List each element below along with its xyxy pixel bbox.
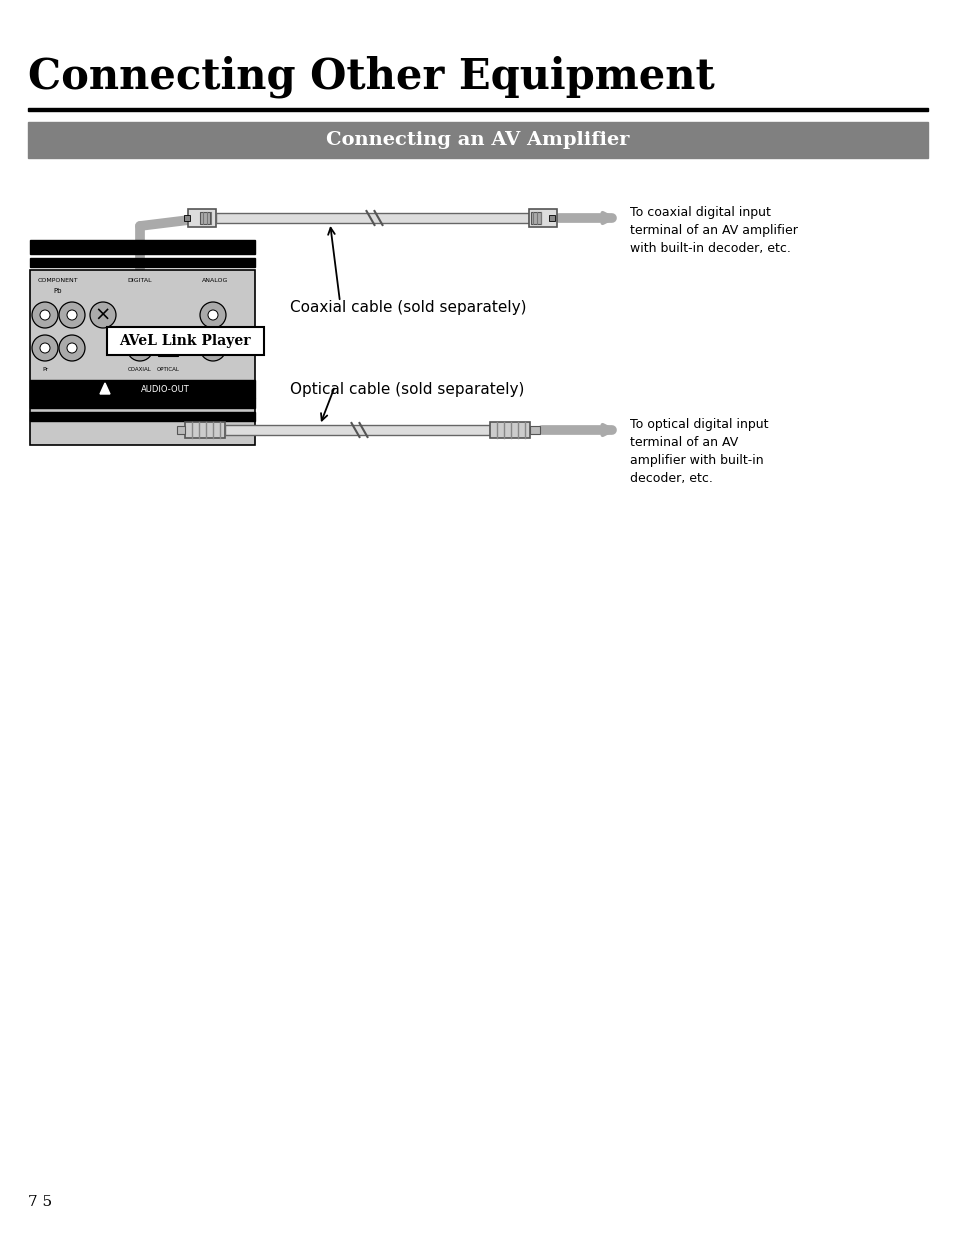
Bar <box>548 215 555 221</box>
FancyBboxPatch shape <box>107 327 264 354</box>
Polygon shape <box>100 383 110 394</box>
Circle shape <box>67 310 77 320</box>
Bar <box>530 426 539 433</box>
Text: Connecting an AV Amplifier: Connecting an AV Amplifier <box>326 131 629 149</box>
Bar <box>200 212 210 224</box>
Bar <box>28 107 927 111</box>
Circle shape <box>40 310 50 320</box>
Circle shape <box>135 343 145 353</box>
Bar <box>177 426 185 433</box>
Bar <box>490 422 530 438</box>
Text: 7 5: 7 5 <box>28 1195 52 1209</box>
Circle shape <box>59 335 85 361</box>
Circle shape <box>59 303 85 329</box>
Circle shape <box>208 310 218 320</box>
Circle shape <box>200 303 226 329</box>
Text: To coaxial digital input
terminal of an AV amplifier
with built-in decoder, etc.: To coaxial digital input terminal of an … <box>629 206 797 254</box>
Text: ×: × <box>94 305 112 325</box>
Bar <box>184 215 190 221</box>
Bar <box>161 338 174 353</box>
Text: AUDIO-OUT: AUDIO-OUT <box>140 384 190 394</box>
Bar <box>30 258 254 267</box>
Circle shape <box>90 303 116 329</box>
Bar <box>531 212 540 224</box>
Text: DIGITAL: DIGITAL <box>128 278 152 283</box>
Circle shape <box>32 335 58 361</box>
Text: COMPONENT: COMPONENT <box>38 278 78 283</box>
Text: OPTICAL: OPTICAL <box>156 367 179 372</box>
Bar <box>30 412 254 421</box>
Circle shape <box>127 335 152 361</box>
Text: Pb: Pb <box>53 288 62 294</box>
Bar <box>185 422 225 438</box>
Circle shape <box>32 303 58 329</box>
Text: COAXIAL: COAXIAL <box>128 367 152 372</box>
Text: AVeL Link Player: AVeL Link Player <box>119 333 251 348</box>
Circle shape <box>40 343 50 353</box>
Circle shape <box>208 343 218 353</box>
Text: Optical cable (sold separately): Optical cable (sold separately) <box>290 382 524 396</box>
Bar <box>28 122 927 158</box>
Text: Pr: Pr <box>42 367 48 372</box>
Circle shape <box>67 343 77 353</box>
Bar <box>225 425 490 435</box>
Text: To optical digital input
terminal of an AV
amplifier with built-in
decoder, etc.: To optical digital input terminal of an … <box>629 417 768 485</box>
Text: Connecting Other Equipment: Connecting Other Equipment <box>28 56 714 98</box>
Bar <box>30 270 254 445</box>
Text: Coaxial cable (sold separately): Coaxial cable (sold separately) <box>290 300 526 315</box>
Text: ANALOG: ANALOG <box>202 278 228 283</box>
Bar <box>188 209 215 227</box>
Bar <box>215 212 529 224</box>
Bar <box>30 380 254 398</box>
Circle shape <box>200 335 226 361</box>
Bar <box>158 336 178 356</box>
Bar <box>30 398 254 408</box>
Bar <box>529 209 557 227</box>
Bar <box>30 240 254 254</box>
